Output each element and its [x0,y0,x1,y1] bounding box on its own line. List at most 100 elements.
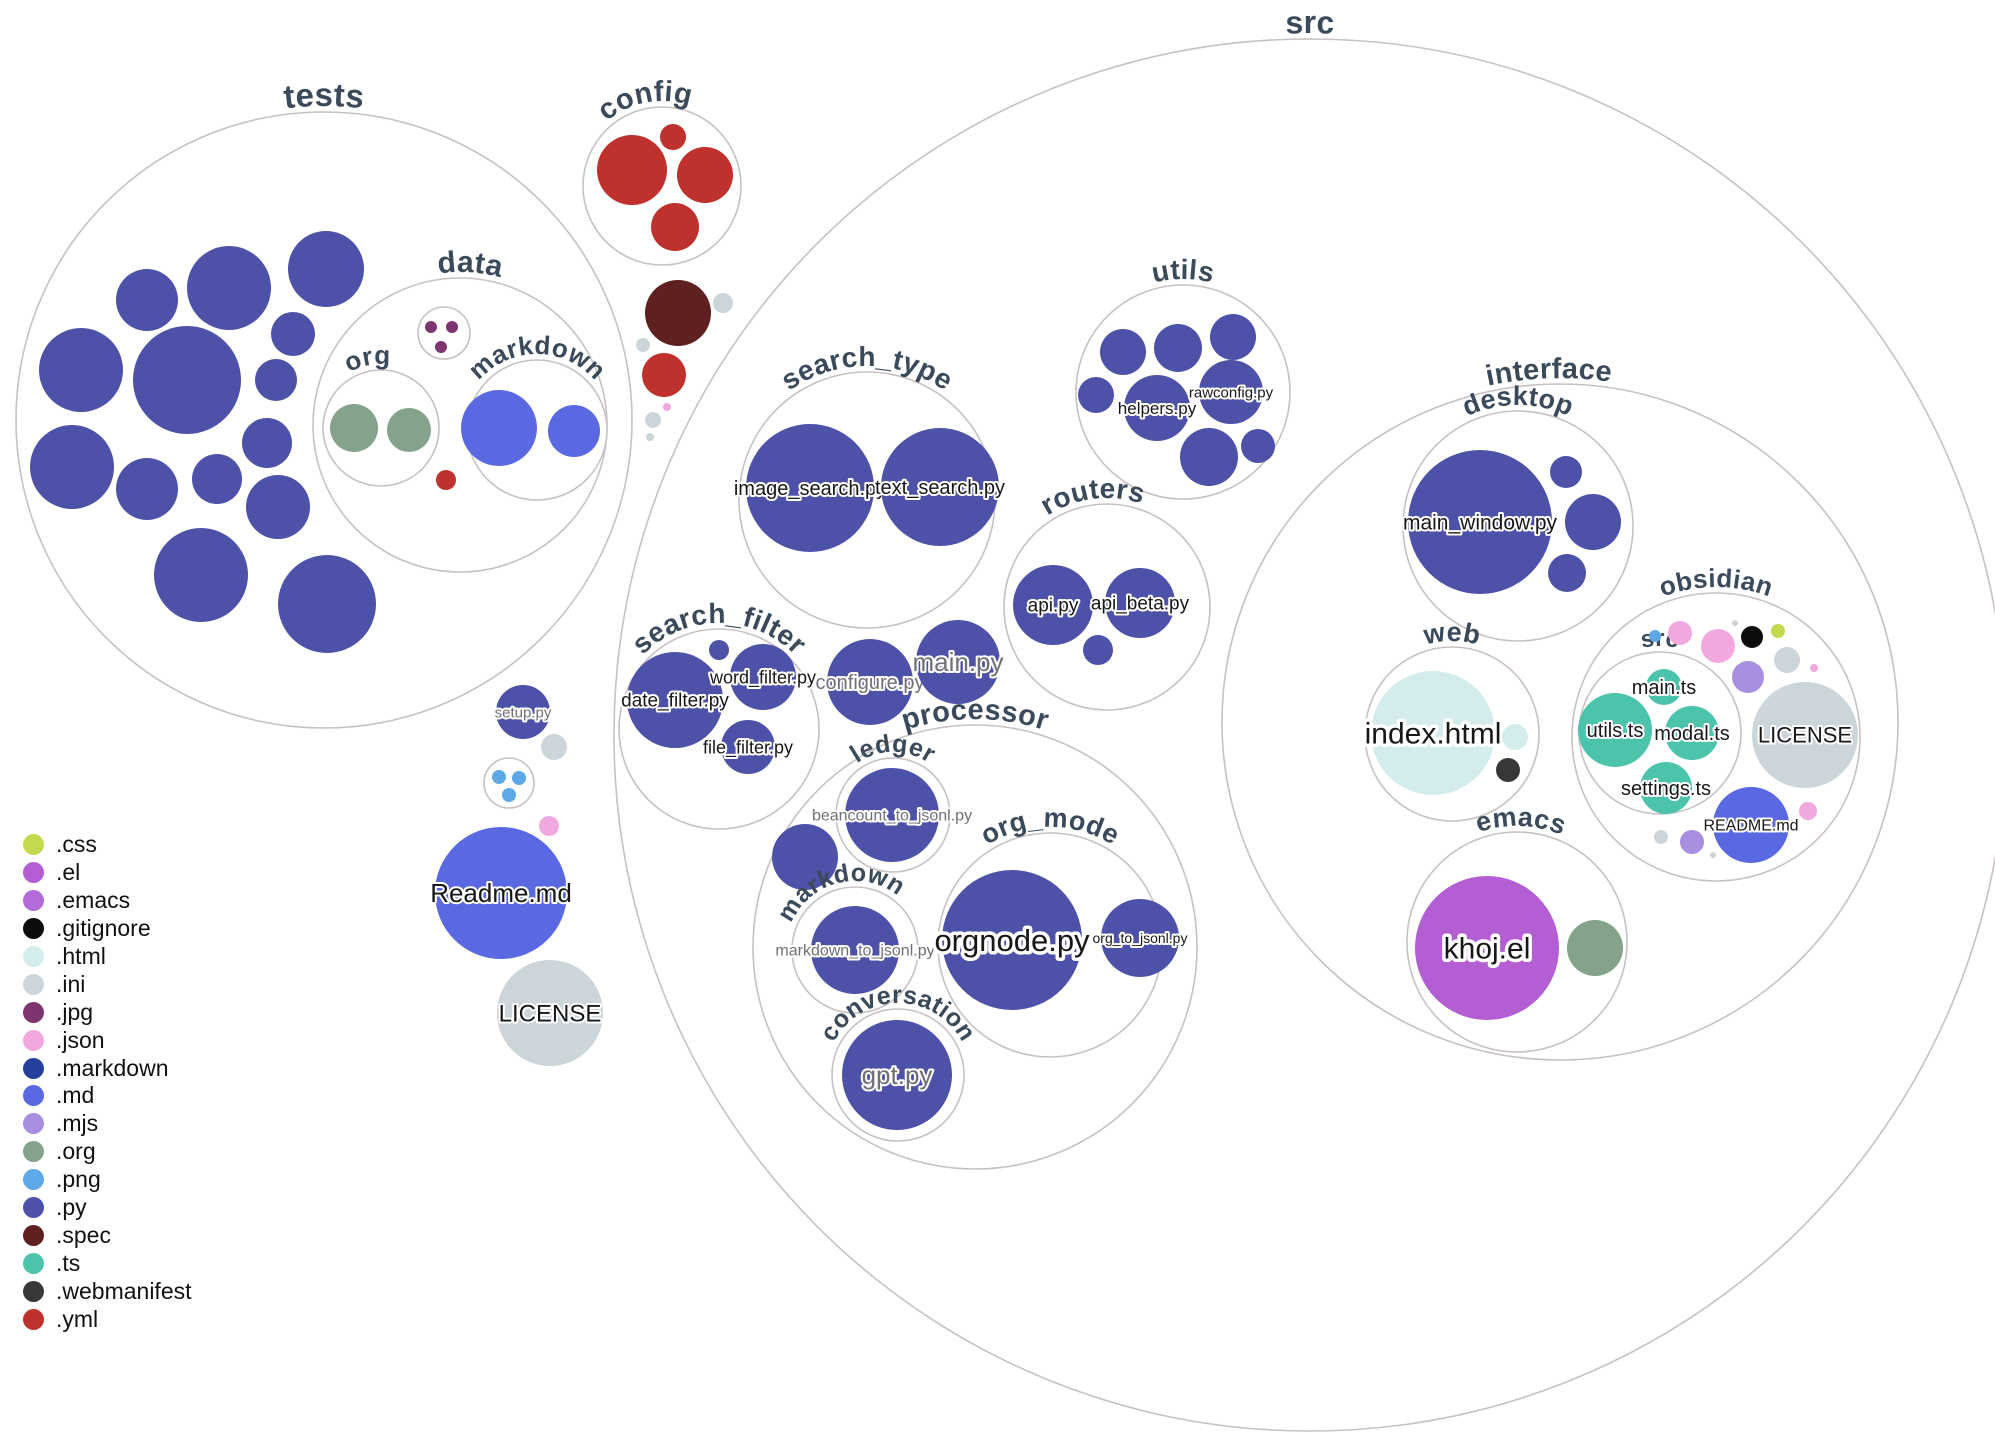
file.ini-circle[interactable] [1774,647,1800,673]
setup.py-circle[interactable] [496,685,550,739]
folder-jpg-files-circle[interactable] [417,306,471,360]
helpers.py-circle[interactable] [1124,375,1190,441]
file.ini-circle[interactable] [1732,620,1738,626]
file.spec-circle[interactable] [645,280,711,346]
date_filter.py-circle[interactable] [627,652,723,748]
webmanifest-color-dot [23,1280,44,1302]
file.html-circle[interactable] [1502,724,1528,750]
file.ini-circle[interactable] [713,293,733,313]
file.org-circle[interactable] [387,408,431,452]
file.py-circle[interactable] [271,312,315,356]
api.py-circle[interactable] [1013,565,1093,645]
file.py-circle[interactable] [772,824,838,890]
file.py-circle[interactable] [246,475,310,539]
file.py-circle[interactable] [154,528,248,622]
text_search.py-circle[interactable] [881,428,999,546]
file.json-circle[interactable] [1810,664,1818,672]
file.py-circle[interactable] [116,458,178,520]
file.org-circle[interactable] [1567,920,1623,976]
file.json-circle[interactable] [1701,629,1735,663]
file.py-circle[interactable] [1154,324,1202,372]
file.py-circle[interactable] [1083,635,1113,665]
file.png-circle[interactable] [1649,630,1661,642]
image_search.py-circle[interactable] [746,424,874,552]
file.yml-circle[interactable] [642,353,686,397]
Readme.md-circle[interactable] [435,827,567,959]
file.mjs-circle[interactable] [1680,830,1704,854]
file.yml-circle[interactable] [651,203,699,251]
file.ini-circle[interactable] [645,412,661,428]
khoj.el-circle[interactable] [1415,876,1559,1020]
file.jpg-circle[interactable] [435,341,447,353]
file.ini-circle[interactable] [636,338,650,352]
main.py-circle[interactable] [916,620,1000,704]
file.ini-circle[interactable] [1710,852,1716,858]
file.css-circle[interactable] [1771,624,1785,638]
file.py-circle[interactable] [1548,554,1586,592]
file.json-circle[interactable] [663,403,671,411]
file.png-circle[interactable] [512,771,526,785]
file.py-circle[interactable] [1241,429,1275,463]
beancount_to_jsonl.py-circle[interactable] [845,768,939,862]
file.md-circle[interactable] [548,405,600,457]
file.ini-circle[interactable] [541,734,567,760]
file.py-circle[interactable] [1078,377,1114,413]
markdown_to_jsonl.py-circle[interactable] [811,906,899,994]
file.md-circle[interactable] [461,390,537,466]
file.yml-circle[interactable] [436,470,456,490]
file.py-circle[interactable] [709,640,729,660]
gpt.py-circle[interactable] [842,1020,952,1130]
file.py-circle[interactable] [1565,494,1621,550]
file.py-circle[interactable] [192,454,242,504]
file.org-circle[interactable] [330,404,378,452]
file.png-circle[interactable] [492,770,506,784]
api_beta.py-circle[interactable] [1105,568,1175,638]
settings.ts-circle[interactable] [1640,762,1692,814]
file.py-circle[interactable] [116,269,178,331]
file.gitignore-circle[interactable] [1741,626,1763,648]
setup.py-label: setup.py [495,704,552,721]
file.jpg-circle[interactable] [446,321,458,333]
file.ini-circle[interactable] [1654,830,1668,844]
LICENSE-circle[interactable] [1752,682,1858,788]
file.py-circle[interactable] [1100,329,1146,375]
file.py-circle[interactable] [278,555,376,653]
word_filter.py-circle[interactable] [730,644,796,710]
file.json-circle[interactable] [1668,621,1692,645]
file.webmanifest-circle[interactable] [1496,758,1520,782]
file.py-circle[interactable] [1550,456,1582,488]
legend-label: .webmanifest [56,1277,192,1304]
file.yml-circle[interactable] [660,124,686,150]
file.json-circle[interactable] [539,816,559,836]
configure.py-circle[interactable] [827,639,913,725]
file.json-circle[interactable] [1799,802,1817,820]
LICENSE-circle[interactable] [497,960,603,1066]
file_filter.py-circle[interactable] [721,720,775,774]
org_to_jsonl.py-circle[interactable] [1101,899,1179,977]
modal.ts-circle[interactable] [1665,706,1719,760]
file.yml-circle[interactable] [677,147,733,203]
file.py-circle[interactable] [133,326,241,434]
utils.ts-circle[interactable] [1578,693,1652,767]
file.py-circle[interactable] [288,231,364,307]
file.mjs-circle[interactable] [1732,661,1764,693]
main_window.py-circle[interactable] [1408,450,1552,594]
main.ts-circle[interactable] [1646,669,1682,705]
file.png-circle[interactable] [502,788,516,802]
file.py-circle[interactable] [1180,428,1238,486]
file.py-circle[interactable] [255,359,297,401]
file.py-circle[interactable] [187,246,271,330]
file.ini-circle[interactable] [646,433,654,441]
README.md-circle[interactable] [1713,787,1789,863]
orgnode.py-circle[interactable] [942,870,1082,1010]
index.html-circle[interactable] [1371,671,1495,795]
folder-org-circle[interactable] [322,369,440,487]
file.py-circle[interactable] [1210,314,1256,360]
file.jpg-circle[interactable] [425,321,437,333]
file.py-circle[interactable] [39,328,123,412]
folder-interface-circle[interactable] [1221,383,1899,1061]
file.py-circle[interactable] [242,418,292,468]
rawconfig.py-circle[interactable] [1199,360,1263,424]
file.yml-circle[interactable] [597,135,667,205]
file.py-circle[interactable] [30,425,114,509]
